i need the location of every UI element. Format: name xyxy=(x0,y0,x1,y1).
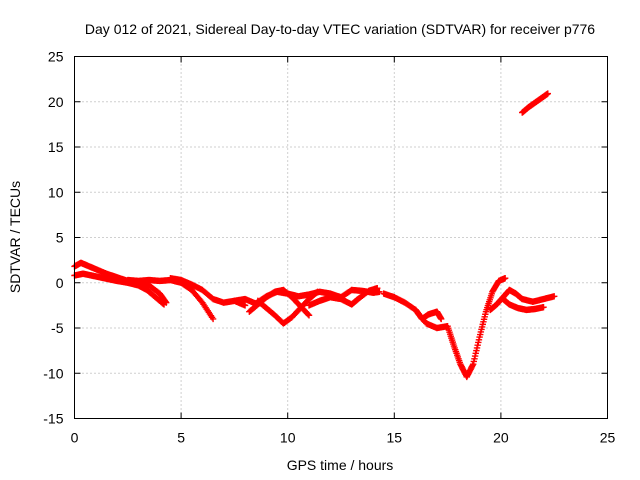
y-tick-label: 15 xyxy=(48,139,64,155)
y-tick-label: 5 xyxy=(56,230,64,246)
x-tick-label: 0 xyxy=(71,430,79,446)
data-points xyxy=(71,90,558,381)
data-point xyxy=(551,293,558,300)
data-point xyxy=(501,275,509,282)
chart-title: Day 012 of 2021, Sidereal Day-to-day VTE… xyxy=(85,21,595,37)
series-track-f xyxy=(246,286,313,319)
x-tick-label: 10 xyxy=(280,430,296,446)
data-point xyxy=(376,288,383,295)
data-point xyxy=(159,300,167,307)
series-track-m xyxy=(519,90,552,116)
y-tick-label: 25 xyxy=(48,49,64,65)
x-tick-labels: 0 5 10 15 20 25 xyxy=(71,430,616,446)
series-track-h xyxy=(305,284,381,309)
y-tick-label: -5 xyxy=(51,320,64,336)
y-tick-label: -15 xyxy=(43,411,63,427)
series-track-g xyxy=(254,288,321,327)
y-tick-label: -10 xyxy=(43,365,63,381)
series-track-b xyxy=(71,270,168,308)
data-point xyxy=(544,90,552,97)
x-tick-label: 5 xyxy=(177,430,185,446)
x-tick-label: 25 xyxy=(600,430,616,446)
x-tick-label: 20 xyxy=(493,430,509,446)
data-point xyxy=(241,302,249,309)
data-point xyxy=(209,315,217,323)
series-track-l xyxy=(499,295,547,314)
y-axis-label: SDTVAR / TECUs xyxy=(7,181,23,293)
data-point xyxy=(438,315,445,323)
y-tick-label: 0 xyxy=(56,275,64,291)
data-point xyxy=(160,301,168,308)
series-track-j xyxy=(412,275,509,381)
data-point xyxy=(314,288,321,295)
data-point xyxy=(313,289,320,296)
x-axis-label: GPS time / hours xyxy=(287,457,394,473)
series-track-k xyxy=(487,286,558,314)
x-tick-label: 15 xyxy=(387,430,403,446)
tick-marks xyxy=(74,56,608,419)
data-point xyxy=(540,303,547,311)
y-tick-label: 10 xyxy=(48,184,64,200)
data-point xyxy=(304,311,312,318)
data-point xyxy=(374,284,381,292)
y-tick-labels: 25 20 15 10 5 0 -5 -10 -15 xyxy=(43,49,63,427)
y-tick-label: 20 xyxy=(48,94,64,110)
data-point xyxy=(305,312,313,319)
